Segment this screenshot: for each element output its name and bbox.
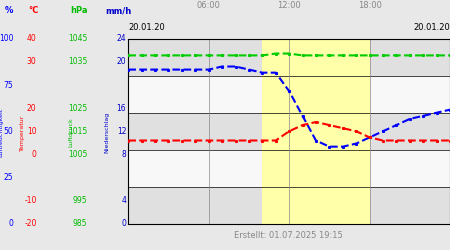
Text: 25: 25 xyxy=(4,173,14,182)
Text: 10: 10 xyxy=(27,127,36,136)
Text: 24: 24 xyxy=(117,34,126,43)
Text: 18:00: 18:00 xyxy=(358,1,382,10)
Text: Luftdruck: Luftdruck xyxy=(69,118,74,147)
Text: 1025: 1025 xyxy=(68,104,87,112)
Text: 1035: 1035 xyxy=(68,58,87,66)
Text: 4: 4 xyxy=(122,196,126,205)
Text: mm/h: mm/h xyxy=(105,6,131,15)
Text: 06:00: 06:00 xyxy=(197,1,220,10)
Bar xyxy=(128,39,450,76)
Text: 30: 30 xyxy=(27,58,36,66)
Text: 1045: 1045 xyxy=(68,34,87,43)
Text: 0: 0 xyxy=(32,150,36,159)
Text: 16: 16 xyxy=(117,104,126,112)
Bar xyxy=(128,150,450,187)
Text: 1005: 1005 xyxy=(68,150,87,159)
Text: 20.01.20: 20.01.20 xyxy=(413,23,450,32)
Text: 0: 0 xyxy=(122,219,126,228)
Text: %: % xyxy=(5,6,13,15)
Text: -20: -20 xyxy=(24,219,36,228)
Bar xyxy=(128,113,450,150)
Text: 20: 20 xyxy=(117,58,126,66)
Text: 40: 40 xyxy=(27,34,36,43)
Text: 1015: 1015 xyxy=(68,127,87,136)
Text: hPa: hPa xyxy=(71,6,88,15)
Text: 20.01.20: 20.01.20 xyxy=(128,23,165,32)
Bar xyxy=(128,187,450,224)
Text: 50: 50 xyxy=(4,127,13,136)
Text: 8: 8 xyxy=(122,150,126,159)
Text: -10: -10 xyxy=(24,196,36,205)
Text: 20: 20 xyxy=(27,104,36,112)
Text: Niederschlag: Niederschlag xyxy=(104,112,110,153)
Text: 12:00: 12:00 xyxy=(277,1,301,10)
Text: 12: 12 xyxy=(117,127,126,136)
Text: 985: 985 xyxy=(73,219,87,228)
Text: 995: 995 xyxy=(72,196,87,205)
Bar xyxy=(262,39,369,224)
Bar xyxy=(128,76,450,113)
Text: Luftfeuchtigkeit: Luftfeuchtigkeit xyxy=(0,108,4,157)
Text: 0: 0 xyxy=(9,219,13,228)
Text: 75: 75 xyxy=(4,80,13,90)
Text: °C: °C xyxy=(28,6,39,15)
Text: Temperatur: Temperatur xyxy=(20,114,25,151)
Text: 100: 100 xyxy=(0,34,14,43)
Text: Erstellt: 01.07.2025 19:15: Erstellt: 01.07.2025 19:15 xyxy=(234,231,343,240)
